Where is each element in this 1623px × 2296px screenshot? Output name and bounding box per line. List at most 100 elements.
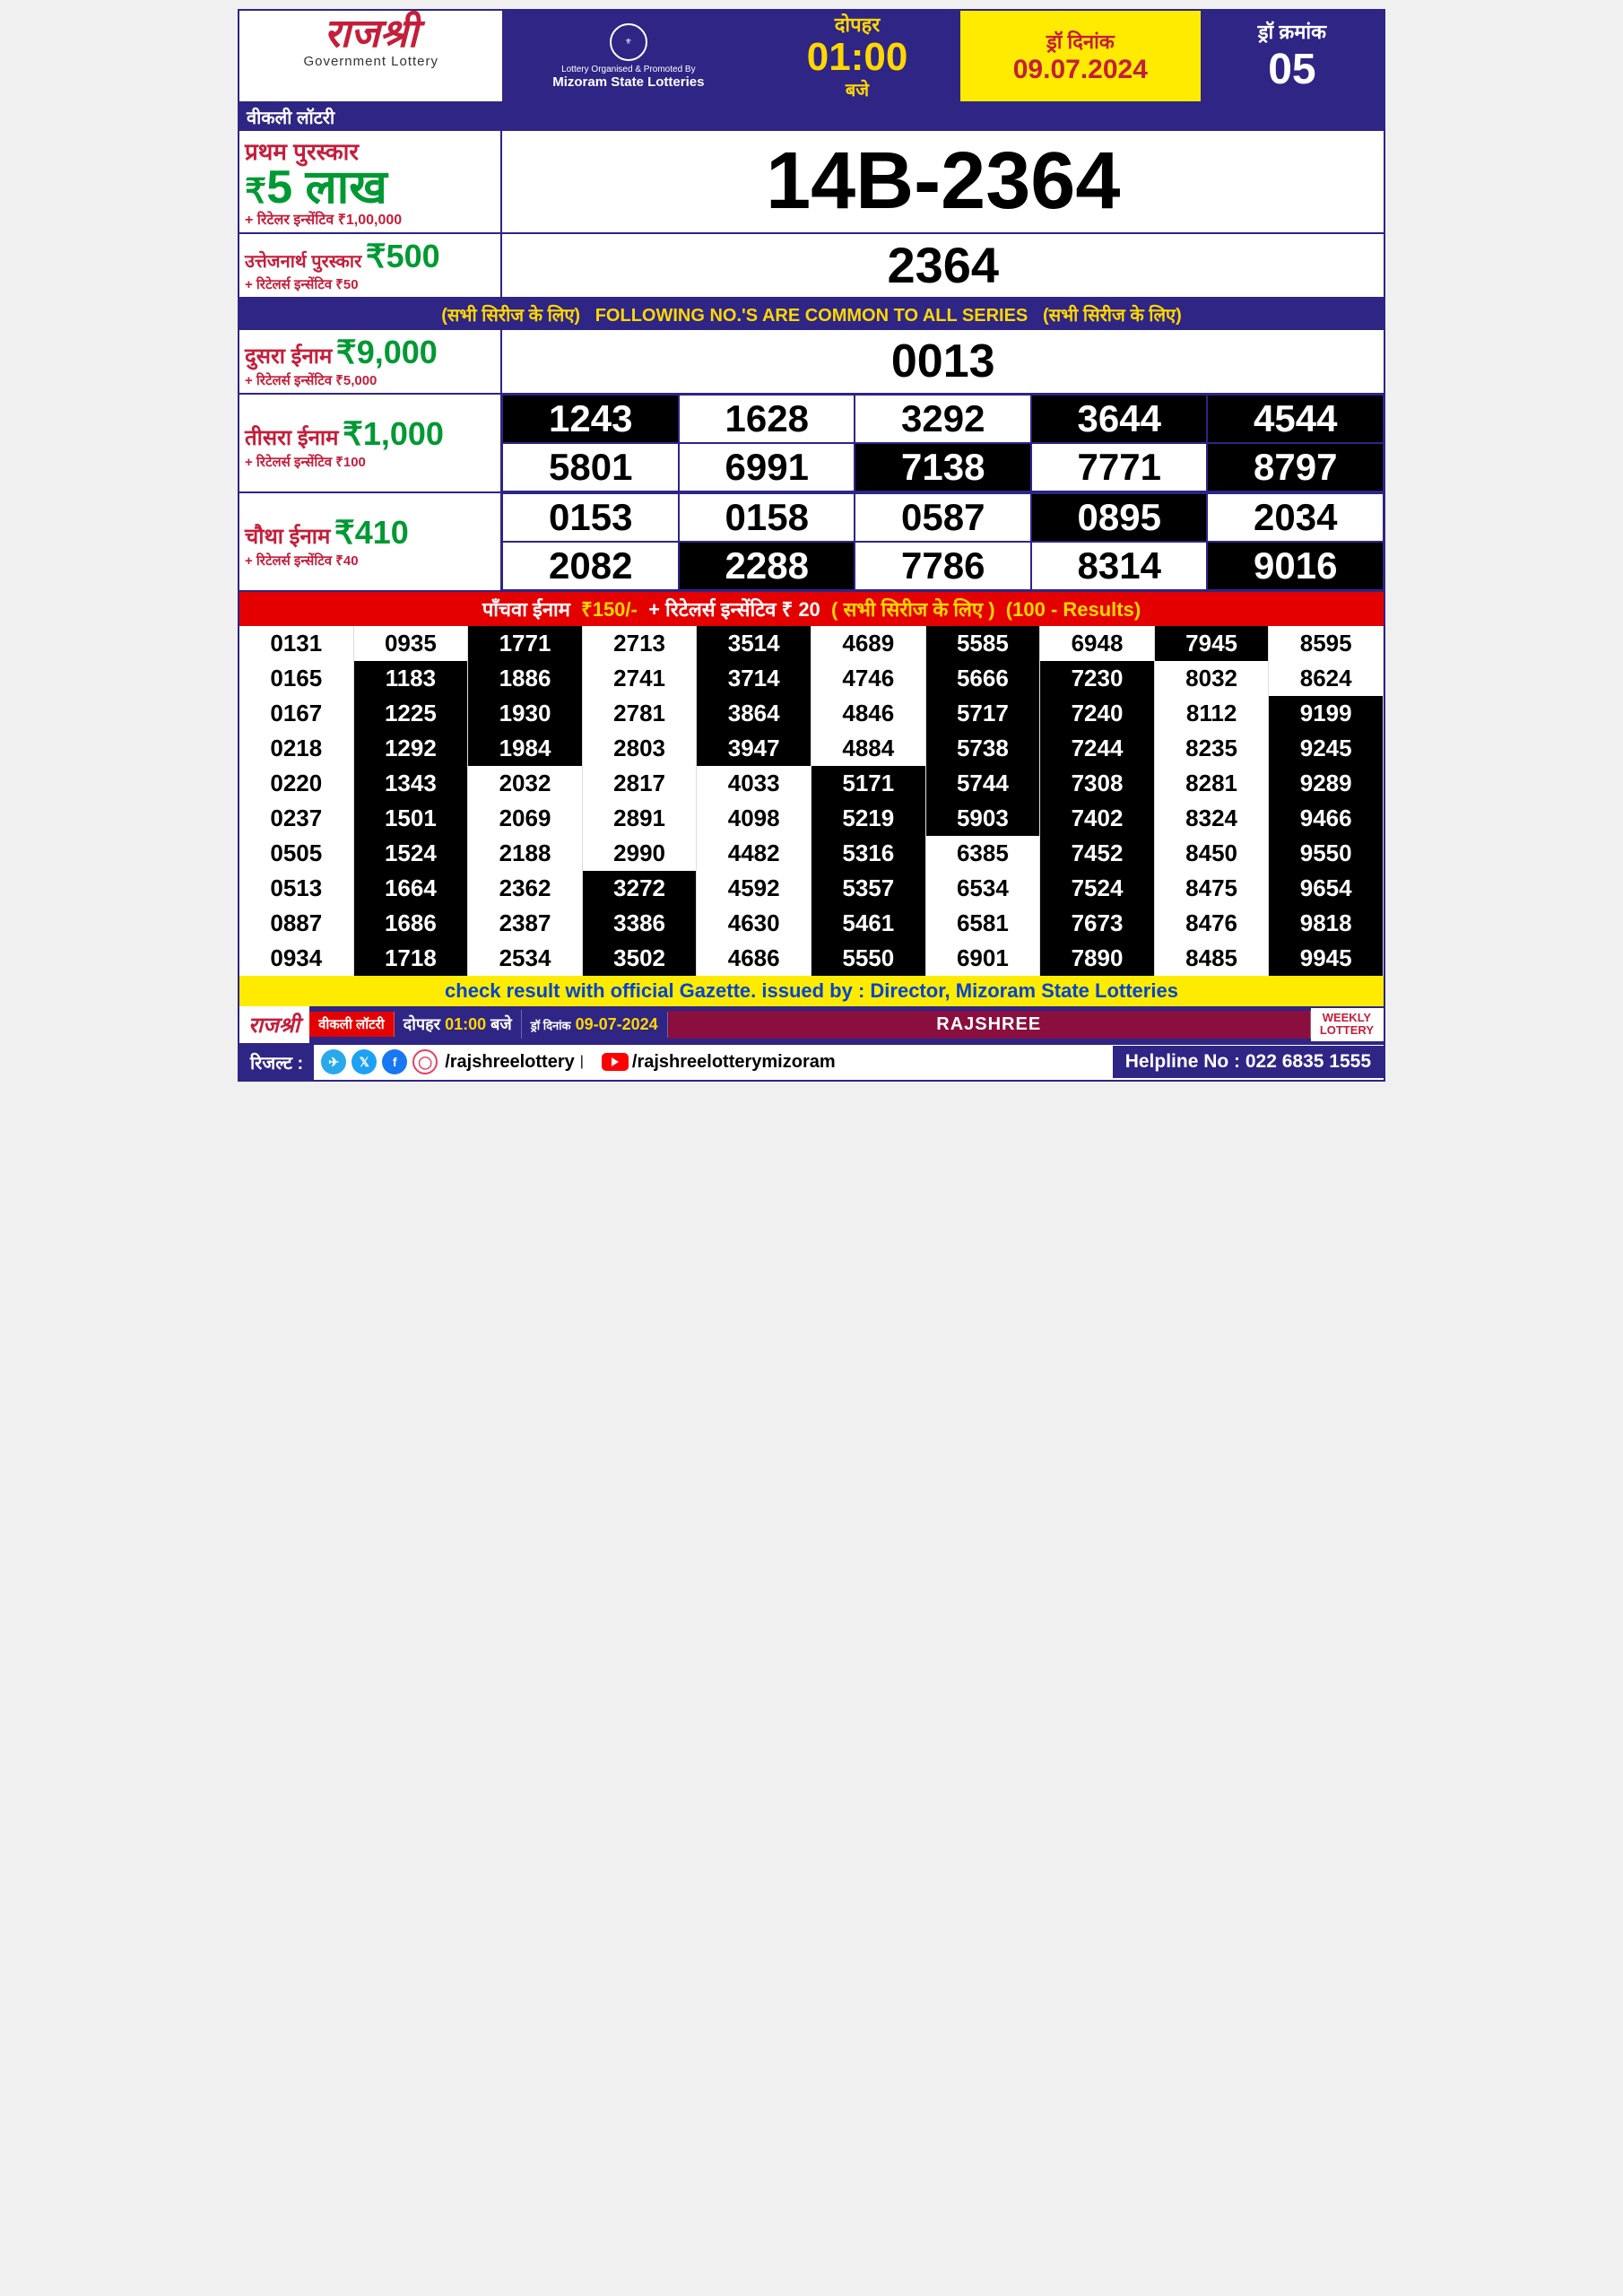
organizer-line1: Lottery Organised & Promoted By bbox=[561, 65, 696, 74]
fifth-number-cell: 5461 bbox=[812, 906, 926, 941]
prize-number-cell: 7138 bbox=[855, 443, 1031, 491]
instagram-icon[interactable]: ◯ bbox=[412, 1049, 438, 1074]
footer-rajshri: राजश्री bbox=[239, 1006, 309, 1043]
fifth-number-cell: 7230 bbox=[1040, 661, 1155, 696]
consolation-row: उत्तेजनार्थ पुरस्कार ₹500 + रिटेलर्स इन्… bbox=[239, 234, 1384, 299]
first-prize-number: 14B-2364 bbox=[766, 135, 1120, 228]
fifth-number-cell: 4482 bbox=[697, 836, 812, 871]
fifth-number-cell: 4686 bbox=[697, 941, 812, 976]
third-prize-label: तीसरा ईनाम ₹1,000 + रिटेलर्स इन्सेंटिव ₹… bbox=[239, 395, 502, 491]
serial-label: ड्रॉ क्रमांक bbox=[1201, 18, 1384, 45]
fifth-number-cell: 0505 bbox=[239, 836, 354, 871]
consolation-title: उत्तेजनार्थ पुरस्कार bbox=[245, 252, 361, 272]
fourth-prize-row: चौथा ईनाम ₹410 + रिटेलर्स इन्सेंटिव ₹40 … bbox=[239, 493, 1384, 592]
footer-weekly-lottery: WEEKLYLOTTERY bbox=[1311, 1008, 1384, 1041]
fifth-number-cell: 2781 bbox=[583, 696, 698, 731]
social-row: रिजल्ट : ✈ 𝕏 f ◯ /rajshreelottery | /raj… bbox=[239, 1043, 1384, 1080]
fifth-number-cell: 5171 bbox=[812, 766, 926, 801]
twitter-icon[interactable]: 𝕏 bbox=[352, 1049, 377, 1074]
fifth-number-cell: 1686 bbox=[354, 906, 469, 941]
fifth-series: ( सभी सिरीज के लिए ) bbox=[831, 598, 995, 621]
fifth-number-cell: 0167 bbox=[239, 696, 354, 731]
helpline: Helpline No : 022 6835 1555 bbox=[1113, 1046, 1384, 1078]
fifth-number-cell: 0165 bbox=[239, 661, 354, 696]
fifth-number-cell: 8281 bbox=[1155, 766, 1270, 801]
fifth-number-cell: 2188 bbox=[468, 836, 583, 871]
common-right: (सभी सिरीज के लिए) bbox=[1043, 306, 1182, 326]
fifth-number-cell: 5357 bbox=[812, 871, 926, 906]
footer-time: दोपहर 01:00 बजे bbox=[395, 1010, 522, 1039]
fifth-number-cell: 1930 bbox=[468, 696, 583, 731]
prize-number-cell: 7771 bbox=[1031, 443, 1208, 491]
fifth-number-cell: 0131 bbox=[239, 626, 354, 661]
fifth-number-cell: 7240 bbox=[1040, 696, 1155, 731]
second-prize-title: दुसरा ईनाम bbox=[245, 344, 332, 369]
social-handle2: /rajshreelotterymizoram bbox=[632, 1052, 836, 1073]
fifth-number-cell: 9245 bbox=[1269, 731, 1384, 766]
fifth-number-cell: 1501 bbox=[354, 801, 469, 836]
fifth-number-cell: 3272 bbox=[583, 871, 698, 906]
fifth-number-cell: 6901 bbox=[926, 941, 1041, 976]
lottery-ticket: राजश्री Government Lottery ⚜ Lottery Org… bbox=[238, 9, 1385, 1082]
second-prize-label: दुसरा ईनाम ₹9,000 + रिटेलर्स इन्सेंटिव ₹… bbox=[239, 330, 502, 393]
footer-rajshree: RAJSHREE bbox=[668, 1011, 1311, 1039]
date-value: 09.07.2024 bbox=[960, 55, 1201, 85]
fifth-number-cell: 0218 bbox=[239, 731, 354, 766]
fourth-prize-label: चौथा ईनाम ₹410 + रिटेलर्स इन्सेंटिव ₹40 bbox=[239, 493, 502, 590]
social-label: रिजल्ट : bbox=[239, 1045, 314, 1080]
fifth-number-cell: 4592 bbox=[697, 871, 812, 906]
third-prize-incentive: + रिटेलर्स इन्सेंटिव ₹100 bbox=[245, 453, 495, 471]
telegram-icon[interactable]: ✈ bbox=[321, 1049, 346, 1074]
first-prize-amount: ₹5 लाख bbox=[245, 167, 495, 209]
fifth-number-cell: 1886 bbox=[468, 661, 583, 696]
fifth-number-cell: 0887 bbox=[239, 906, 354, 941]
second-prize-incentive: + रिटेलर्स इन्सेंटिव ₹5,000 bbox=[245, 371, 495, 389]
header: राजश्री Government Lottery ⚜ Lottery Org… bbox=[239, 11, 1384, 103]
fifth-number-cell: 2387 bbox=[468, 906, 583, 941]
fifth-number-cell: 5744 bbox=[926, 766, 1041, 801]
fifth-number-cell: 5316 bbox=[812, 836, 926, 871]
logo-title: राजश्री bbox=[243, 16, 499, 52]
fifth-number-cell: 4746 bbox=[812, 661, 926, 696]
fifth-number-cell: 5219 bbox=[812, 801, 926, 836]
fifth-number-cell: 2891 bbox=[583, 801, 698, 836]
prize-number-cell: 7786 bbox=[855, 542, 1031, 590]
fifth-number-cell: 3514 bbox=[697, 626, 812, 661]
fifth-number-cell: 9289 bbox=[1269, 766, 1384, 801]
prize-number-cell: 0158 bbox=[679, 493, 855, 542]
first-prize-row: प्रथम पुरस्कार ₹5 लाख + रिटेलर इन्सेंटिव… bbox=[239, 131, 1384, 234]
fifth-number-cell: 1225 bbox=[354, 696, 469, 731]
fifth-number-cell: 2713 bbox=[583, 626, 698, 661]
fifth-number-cell: 0935 bbox=[354, 626, 469, 661]
gazette-bar: check result with official Gazette. issu… bbox=[239, 976, 1384, 1006]
fifth-number-cell: 8235 bbox=[1155, 731, 1270, 766]
prize-number-cell: 9016 bbox=[1207, 542, 1384, 590]
fifth-number-cell: 9945 bbox=[1269, 941, 1384, 976]
fifth-number-cell: 8475 bbox=[1155, 871, 1270, 906]
prize-number-cell: 2034 bbox=[1207, 493, 1384, 542]
common-left: (सभी सिरीज के लिए) bbox=[441, 306, 580, 326]
first-prize-incentive: + रिटेलर इन्सेंटिव ₹1,00,000 bbox=[245, 209, 495, 229]
fifth-number-cell: 1183 bbox=[354, 661, 469, 696]
fifth-number-cell: 3502 bbox=[583, 941, 698, 976]
fifth-number-cell: 2803 bbox=[583, 731, 698, 766]
prize-number-cell: 1243 bbox=[502, 395, 679, 443]
fifth-number-cell: 3864 bbox=[697, 696, 812, 731]
fifth-amount: ₹150/- bbox=[581, 598, 638, 621]
fifth-number-cell: 1664 bbox=[354, 871, 469, 906]
fifth-number-cell: 8112 bbox=[1155, 696, 1270, 731]
fifth-number-cell: 4846 bbox=[812, 696, 926, 731]
fifth-number-cell: 5666 bbox=[926, 661, 1041, 696]
prize-number-cell: 3644 bbox=[1031, 395, 1208, 443]
fifth-number-cell: 4098 bbox=[697, 801, 812, 836]
youtube-icon[interactable] bbox=[602, 1053, 629, 1071]
fifth-number-cell: 8485 bbox=[1155, 941, 1270, 976]
common-series-bar: (सभी सिरीज के लिए) FOLLOWING NO.'S ARE C… bbox=[239, 299, 1384, 330]
fifth-number-cell: 3714 bbox=[697, 661, 812, 696]
consolation-amount: ₹500 bbox=[366, 238, 440, 274]
first-prize-number-box: 14B-2364 bbox=[502, 131, 1384, 232]
fifth-number-cell: 3947 bbox=[697, 731, 812, 766]
fifth-number-cell: 2032 bbox=[468, 766, 583, 801]
facebook-icon[interactable]: f bbox=[382, 1049, 407, 1074]
footer-row: राजश्री वीकली लॉटरी दोपहर 01:00 बजे ड्रॉ… bbox=[239, 1006, 1384, 1043]
